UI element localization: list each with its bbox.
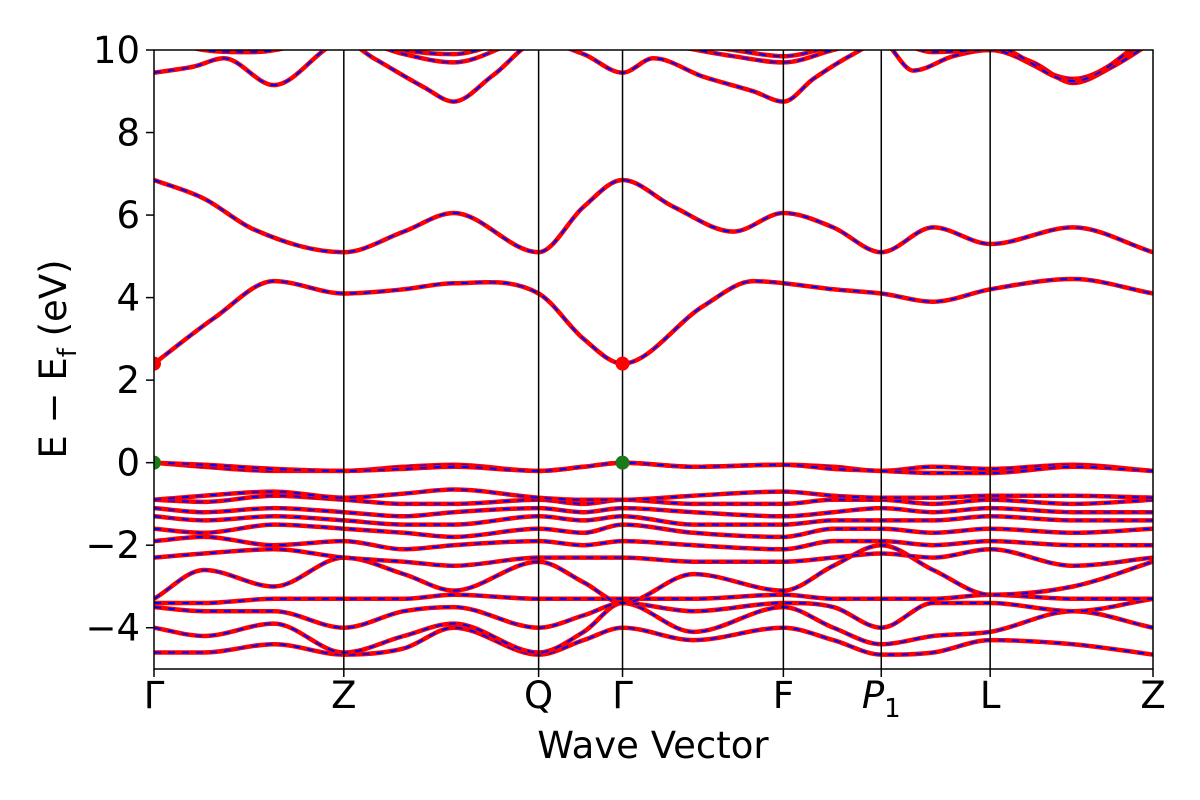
band-dash-5 xyxy=(154,548,1153,567)
band-dash-7 xyxy=(154,523,1153,538)
y-tick-label-3: 2 xyxy=(116,359,140,402)
kpoint-lines-group xyxy=(343,50,991,669)
extrema-points-group xyxy=(154,356,630,470)
y-axis-label-sub: f xyxy=(53,347,83,357)
y-axis-label-unit: (eV) xyxy=(32,259,75,348)
band-dash-0 xyxy=(154,626,1153,656)
x-tick-label-3: Γ xyxy=(612,674,633,717)
band-dash-14 xyxy=(154,277,1153,365)
x-tick-label-6: L xyxy=(980,674,1001,717)
x-ticks-group: Γ Z Q Γ F P1 L Z xyxy=(144,669,1166,724)
x-axis-label: Wave Vector xyxy=(537,724,769,767)
band-dash-15 xyxy=(154,178,1153,254)
x-tick-label-0: Γ xyxy=(144,674,165,717)
y-axis-label: E − Ef (eV) xyxy=(32,259,83,458)
band-dash-11 xyxy=(154,488,1153,501)
band-line-17 xyxy=(191,50,1137,82)
y-tick-label-2: 0 xyxy=(116,442,140,485)
y-tick-label-5: 6 xyxy=(116,194,140,237)
extrema-point-3 xyxy=(615,455,630,470)
extrema-point-1 xyxy=(615,356,630,371)
x-tick-label-2: Q xyxy=(524,674,553,717)
x-tick-label-5: P1 xyxy=(862,674,901,724)
band-dash-9 xyxy=(154,507,1153,518)
band-dash-6 xyxy=(154,535,1153,551)
band-dash-8 xyxy=(154,515,1153,526)
y-tick-label-7: 10 xyxy=(93,29,140,72)
plot-frame xyxy=(153,49,1154,670)
y-tick-label-6: 8 xyxy=(116,112,140,155)
x-tick-label-1: Z xyxy=(331,674,356,717)
y-tick-label-4: 4 xyxy=(116,277,140,320)
band-dash-3 xyxy=(154,593,1153,604)
y-axis-label-main: E − E xyxy=(32,357,75,458)
extrema-point-0 xyxy=(154,356,161,371)
x-tick-label-7: Z xyxy=(1140,674,1165,717)
extrema-point-2 xyxy=(154,455,161,470)
x-tick-label-4: F xyxy=(773,674,794,717)
y-ticks-group: −4 −2 0 2 4 6 8 10 xyxy=(85,29,154,650)
band-dash-4 xyxy=(154,544,1153,605)
y-tick-label-1: −2 xyxy=(85,524,140,567)
y-tick-label-0: −4 xyxy=(85,607,140,650)
band-dash-13 xyxy=(154,461,1153,474)
